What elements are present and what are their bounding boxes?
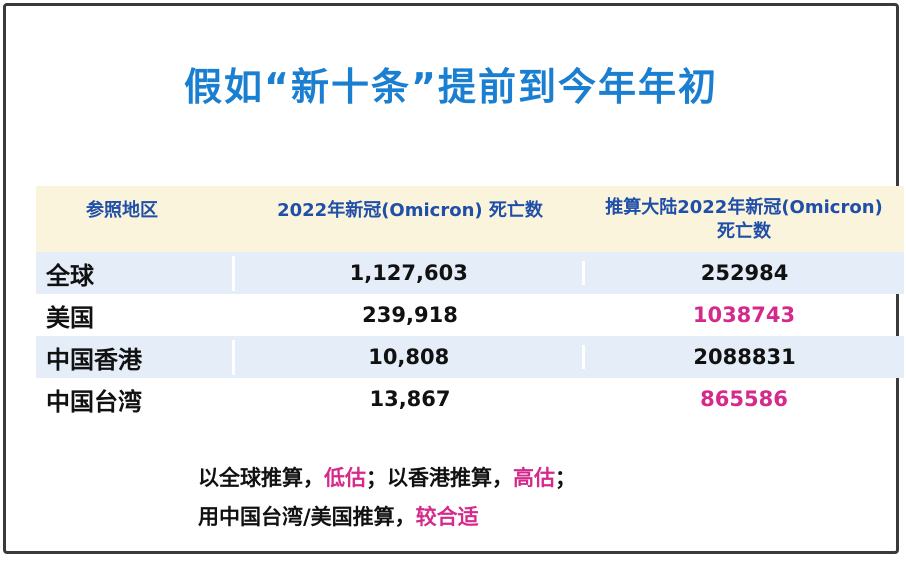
header-estimate-line1: 推算大陆2022年新冠(Omicron) (605, 197, 883, 218)
cell-region: 中国香港 (36, 339, 236, 375)
note-text: 以全球推算， (198, 466, 324, 490)
cell-deaths: 13,867 (369, 387, 451, 411)
cell-estimate: 865586 (700, 387, 788, 411)
cell-deaths: 10,808 (235, 345, 586, 369)
data-table: 参照地区 2022年新冠(Omicron) 死亡数 推算大陆2022年新冠(Om… (36, 186, 904, 420)
table-header-row: 参照地区 2022年新冠(Omicron) 死亡数 推算大陆2022年新冠(Om… (36, 186, 904, 252)
cell-estimate: 1038743 (692, 303, 796, 327)
header-region: 参照地区 (86, 200, 158, 221)
header-estimate: 推算大陆2022年新冠(Omicron) 死亡数 (584, 186, 904, 252)
slide-frame: 假如“新十条”提前到今年年初 参照地区 2022年新冠(Omicron) 死亡数… (3, 3, 904, 554)
note-highlight: 较合适 (415, 505, 479, 529)
table-row: 美国 239,918 1038743 (36, 294, 904, 336)
table-row: 全球 1,127,603 252984 (36, 252, 904, 294)
cell-estimate: 252984 (700, 261, 789, 285)
note-text: 用中国台湾/美国推算， (198, 505, 416, 529)
table-row: 中国香港 10,808 2088831 (36, 336, 904, 378)
note-text: ； (555, 466, 576, 490)
cell-deaths: 1,127,603 (235, 261, 586, 285)
table-row: 中国台湾 13,867 865586 (36, 378, 904, 420)
cell-region: 中国台湾 (46, 387, 142, 416)
note-highlight: 低估 (324, 466, 366, 490)
header-deaths: 2022年新冠(Omicron) 死亡数 (277, 200, 543, 221)
slide-title: 假如“新十条”提前到今年年初 (184, 65, 718, 109)
conclusion-line-1: 以全球推算，低估；以香港推算，高估； (198, 462, 576, 492)
cell-deaths: 239,918 (362, 303, 458, 327)
cell-region: 美国 (46, 303, 94, 332)
conclusion-line-2: 用中国台湾/美国推算，较合适 (198, 501, 479, 531)
cell-estimate: 2088831 (693, 345, 796, 369)
cell-region: 全球 (36, 255, 236, 291)
note-text: ；以香港推算， (366, 466, 513, 490)
note-highlight: 高估 (513, 466, 555, 490)
header-estimate-line2: 死亡数 (717, 221, 771, 242)
